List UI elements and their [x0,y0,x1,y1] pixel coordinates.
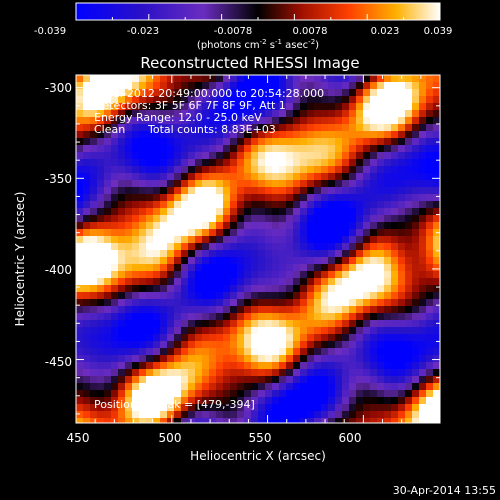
colorbar-tick-label: -0.039 [34,26,66,37]
energy-range-text: Energy Range: 12.0 - 25.0 keV [94,111,262,124]
colorbar-tick-label: -0.0078 [214,26,253,37]
y-axis-label: Heliocentric Y (arcsec) [13,192,27,327]
colorbar-tick-label: 0.0078 [293,26,328,37]
x-tick-label: 600 [339,431,362,445]
detectors-text: Detectors: 3F 5F 6F 7F 8F 9F, Att 1 [94,99,286,112]
x-axis-label: Heliocentric X (arcsec) [190,449,326,463]
rhessi-image [76,75,440,423]
y-tick-label: -450 [45,355,72,369]
timestamp: 30-Apr-2014 13:55 [393,484,496,497]
peak-position-text: Position of Peak = [479,-394] [94,398,255,411]
plot-title: Reconstructed RHESSI Image [140,54,359,72]
x-tick-label: 450 [67,431,90,445]
colorbar: -0.039 -0.023 -0.0078 0.0078 0.023 0.039… [34,2,453,51]
colorbar-tick-label: 0.023 [371,26,400,37]
method-text: Clean [94,123,125,136]
plot-frame [75,74,441,424]
colorbar-tick-label: -0.023 [127,26,159,37]
total-counts-text: Total counts: 8.83E+03 [147,123,276,136]
x-tick-label: 550 [249,431,272,445]
colorbar-tick-label: 0.039 [424,26,453,37]
x-tick-label: 500 [159,431,182,445]
axis-ticks [75,75,441,423]
y-tick-label: -300 [45,81,72,95]
time-range-text: 5-Jul-2012 20:49:00.000 to 20:54:28.000 [98,87,324,100]
colorbar-ticks [75,14,441,20]
y-tick-label: -350 [45,172,72,186]
y-tick-label: -400 [45,263,72,277]
colorbar-unit-label: (photons cm-2 s-1 asec-2) [197,38,319,51]
